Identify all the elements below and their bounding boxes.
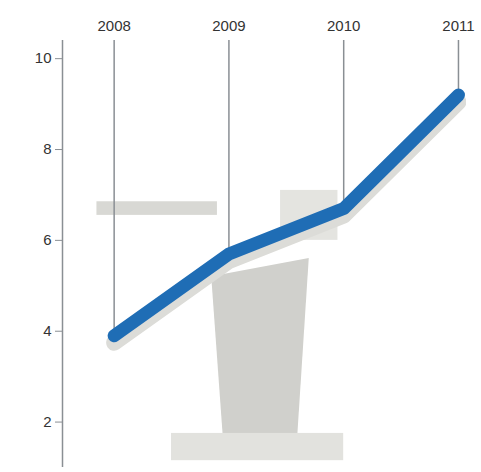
svg-text:10: 10 (35, 49, 52, 66)
svg-text:2008: 2008 (97, 17, 130, 34)
svg-text:2010: 2010 (327, 17, 360, 34)
svg-text:6: 6 (43, 231, 51, 248)
svg-text:4: 4 (43, 322, 51, 339)
svg-text:8: 8 (43, 140, 51, 157)
svg-text:2009: 2009 (212, 17, 245, 34)
svg-text:2011: 2011 (442, 17, 474, 34)
svg-text:2: 2 (43, 413, 51, 430)
